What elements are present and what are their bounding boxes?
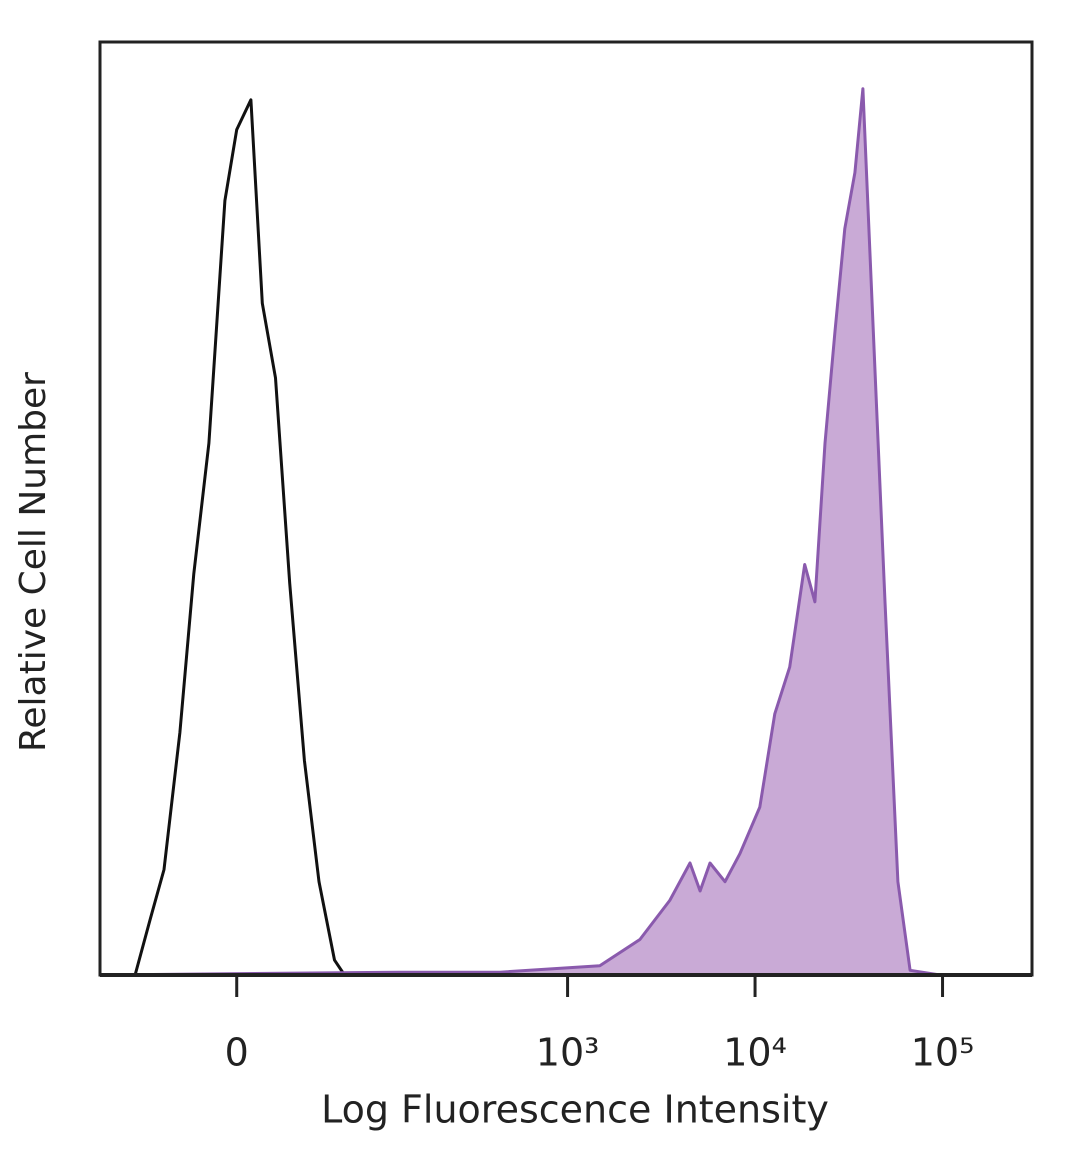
histogram-line xyxy=(100,98,1032,977)
x-axis-label: Log Fluorescence Intensity xyxy=(321,1088,829,1132)
histogram-line xyxy=(99,87,941,977)
y-axis-label: Relative Cell Number xyxy=(13,372,54,752)
x-tick-label: 10³ xyxy=(536,1031,600,1075)
x-tick-label: 0 xyxy=(225,1031,249,1075)
histogram-fill xyxy=(100,88,940,975)
x-tick-label: 10⁵ xyxy=(911,1031,975,1075)
x-tick-label: 10⁴ xyxy=(723,1031,787,1075)
